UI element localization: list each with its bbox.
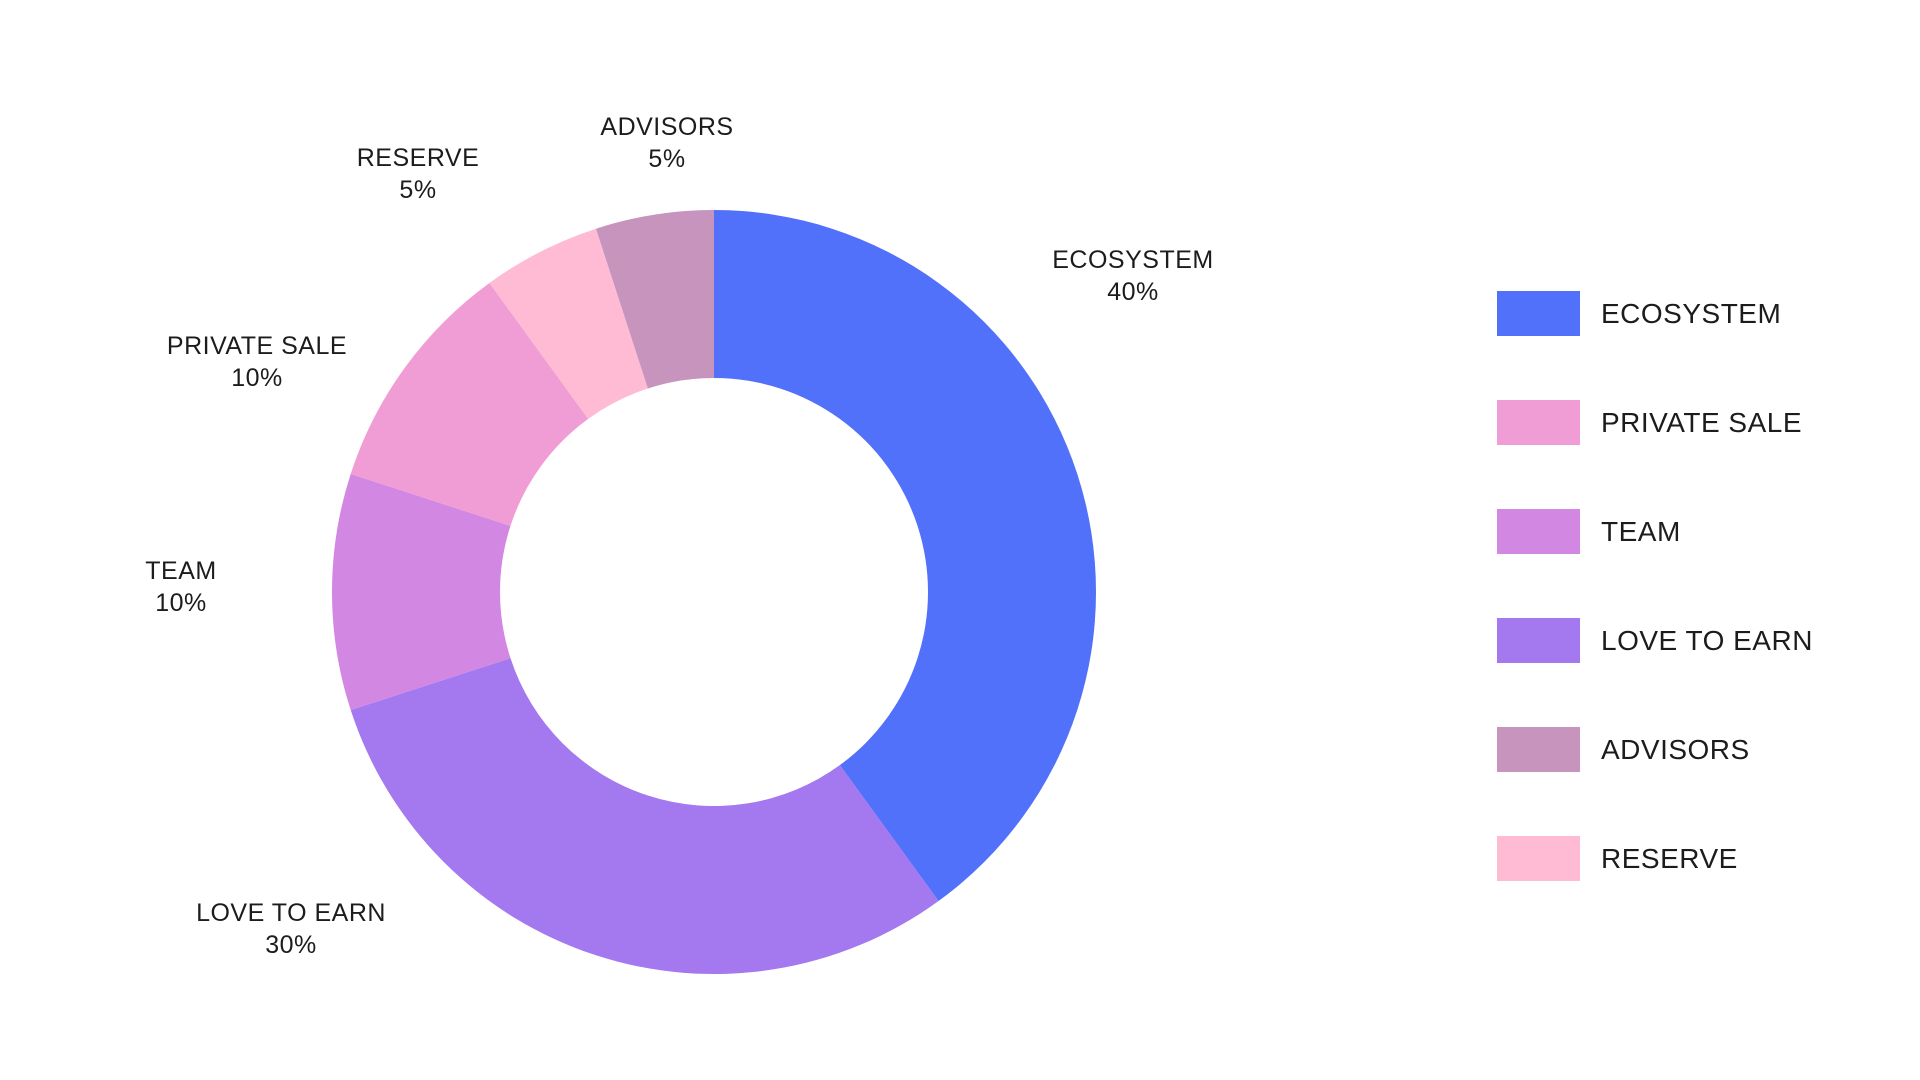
legend-swatch [1497,509,1580,554]
donut-slice-reserve [489,228,648,419]
slice-label-team: TEAM 10% [145,555,216,619]
legend-swatch [1497,836,1580,881]
legend-item-reserve: RESERVE [1497,836,1738,881]
slice-label-advisors: ADVISORS 5% [600,111,733,175]
legend-label: RESERVE [1601,842,1738,874]
slice-label-ecosystem: ECOSYSTEM 40% [1052,244,1213,308]
legend-label: ADVISORS [1601,733,1750,765]
legend-label: LOVE TO EARN [1601,624,1813,656]
slice-label-percent: 30% [265,931,317,959]
donut-slice-ecosystem [714,210,1097,902]
legend-item-team: TEAM [1497,509,1681,554]
slice-label-love-to-earn: LOVE TO EARN 30% [196,897,386,961]
slice-label-percent: 10% [231,364,283,392]
slice-label-name: TEAM [145,557,217,585]
donut-slice-private-sale [350,282,589,526]
legend-label: ECOSYSTEM [1601,297,1782,329]
legend-item-advisors: ADVISORS [1497,727,1750,772]
slice-label-name: ADVISORS [600,113,734,141]
slice-label-percent: 5% [648,145,686,173]
slice-label-reserve: RESERVE 5% [357,142,480,206]
slice-label-name: RESERVE [356,144,480,172]
legend-item-private-sale: PRIVATE SALE [1497,400,1802,445]
slice-label-percent: 40% [1107,278,1159,306]
legend-swatch [1497,400,1580,445]
legend-item-ecosystem: ECOSYSTEM [1497,291,1781,336]
slice-label-name: PRIVATE SALE [166,332,348,360]
donut-slice-team [332,473,511,711]
slice-label-name: LOVE TO EARN [196,899,386,927]
slice-label-name: ECOSYSTEM [1052,246,1214,274]
donut-slice-advisors [595,210,714,389]
slice-label-percent: 10% [155,589,207,617]
donut-slice-love-to-earn [350,658,939,975]
slice-label-percent: 5% [399,176,437,204]
slice-label-private-sale: PRIVATE SALE 10% [167,330,347,394]
legend-item-love-to-earn: LOVE TO EARN [1497,618,1813,663]
legend-swatch [1497,727,1580,772]
legend-label: PRIVATE SALE [1601,406,1803,438]
legend-swatch [1497,291,1580,336]
legend-label: TEAM [1601,515,1681,547]
legend-swatch [1497,618,1580,663]
